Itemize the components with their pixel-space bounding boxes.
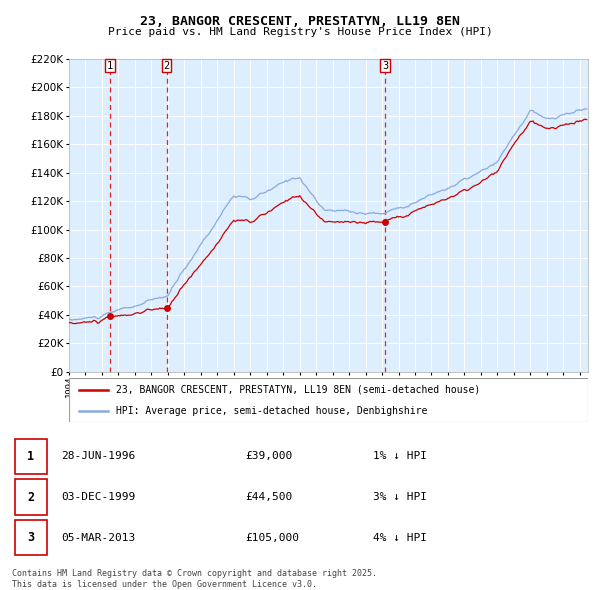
Text: £39,000: £39,000	[245, 451, 292, 461]
Text: 1: 1	[28, 450, 34, 463]
Text: 1: 1	[107, 61, 113, 71]
Text: 05-MAR-2013: 05-MAR-2013	[61, 533, 136, 543]
Text: 3% ↓ HPI: 3% ↓ HPI	[373, 492, 427, 502]
Text: 2: 2	[28, 490, 34, 504]
Text: 03-DEC-1999: 03-DEC-1999	[61, 492, 136, 502]
Text: 3: 3	[28, 531, 34, 544]
Text: HPI: Average price, semi-detached house, Denbighshire: HPI: Average price, semi-detached house,…	[116, 406, 427, 416]
Text: 23, BANGOR CRESCENT, PRESTATYN, LL19 8EN (semi-detached house): 23, BANGOR CRESCENT, PRESTATYN, LL19 8EN…	[116, 385, 480, 395]
Text: £105,000: £105,000	[245, 533, 299, 543]
Text: 4% ↓ HPI: 4% ↓ HPI	[373, 533, 427, 543]
Text: 2: 2	[163, 61, 170, 71]
Text: Contains HM Land Registry data © Crown copyright and database right 2025.
This d: Contains HM Land Registry data © Crown c…	[12, 569, 377, 589]
FancyBboxPatch shape	[69, 378, 588, 422]
Text: 3: 3	[382, 61, 388, 71]
FancyBboxPatch shape	[15, 520, 47, 555]
Text: 28-JUN-1996: 28-JUN-1996	[61, 451, 136, 461]
Text: Price paid vs. HM Land Registry's House Price Index (HPI): Price paid vs. HM Land Registry's House …	[107, 27, 493, 37]
FancyBboxPatch shape	[15, 479, 47, 515]
Text: £44,500: £44,500	[245, 492, 292, 502]
Text: 23, BANGOR CRESCENT, PRESTATYN, LL19 8EN: 23, BANGOR CRESCENT, PRESTATYN, LL19 8EN	[140, 15, 460, 28]
Text: 1% ↓ HPI: 1% ↓ HPI	[373, 451, 427, 461]
FancyBboxPatch shape	[15, 439, 47, 474]
